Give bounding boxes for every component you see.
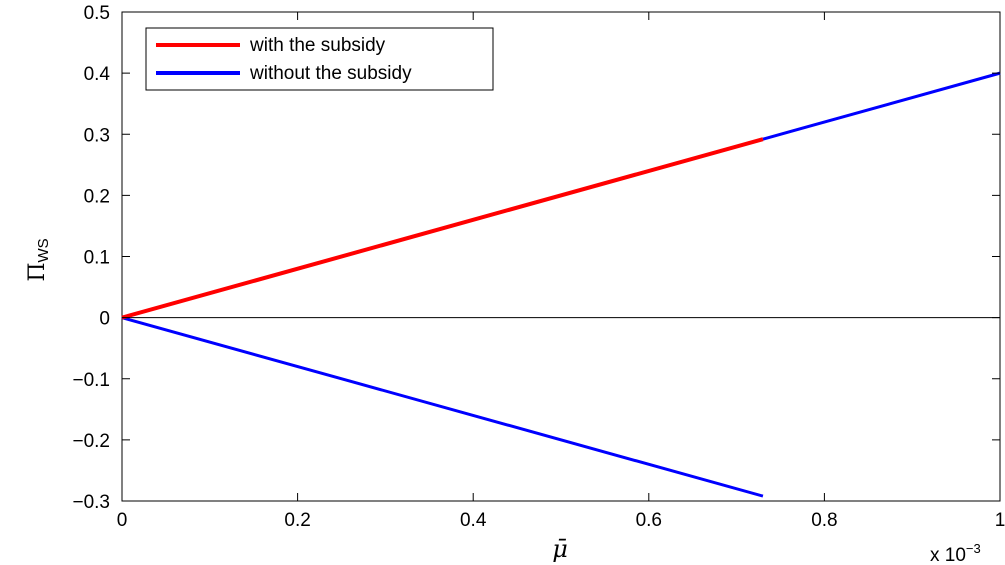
axis-ticks: 0 0.2 0.4 0.6 0.8 1 −0.3 −0.2 −0.1 0 0.1 0.2 0.3 0.4 0… [72, 3, 1005, 531]
y-tick-label: −0.3 [72, 492, 110, 513]
legend-label-without-subsidy: without the subsidy [249, 63, 412, 84]
y-axis-label: ΠWS [25, 238, 52, 281]
y-tick-label: 0.4 [84, 64, 111, 85]
x-tick-label: 0.2 [284, 510, 310, 531]
y-tick-label: −0.1 [72, 370, 110, 391]
y-tick-label: −0.2 [72, 431, 110, 452]
x-tick-label: 0.4 [460, 510, 487, 531]
legend: with the subsidy without the subsidy [145, 27, 494, 91]
y-tick-label: 0 [99, 309, 110, 330]
x-tick-label: 0.6 [636, 510, 662, 531]
x-axis-exponent: x 10−3 [930, 541, 981, 565]
legend-box [145, 27, 494, 91]
y-tick-label: 0.2 [84, 186, 110, 207]
x-tick-label: 0 [117, 510, 128, 531]
legend-label-with-subsidy: with the subsidy [249, 35, 386, 56]
y-tick-label: 0.3 [84, 125, 110, 146]
x-axis-label: μ̄ [552, 535, 568, 563]
series-with-subsidy-line [121, 137, 764, 320]
x-tick-label: 1 [995, 510, 1005, 531]
x-tick-label: 0.8 [811, 510, 837, 531]
y-tick-label: 0.5 [84, 3, 110, 24]
plot-area [121, 11, 1001, 502]
y-tick-label: 0.1 [84, 248, 110, 269]
x-axis-exponent-power: −3 [966, 541, 981, 556]
series-without-subsidy-segment-1 [762, 71, 1001, 141]
series-without-subsidy-segment-0 [121, 316, 764, 498]
y-axis-label-subscript: WS [35, 238, 52, 262]
